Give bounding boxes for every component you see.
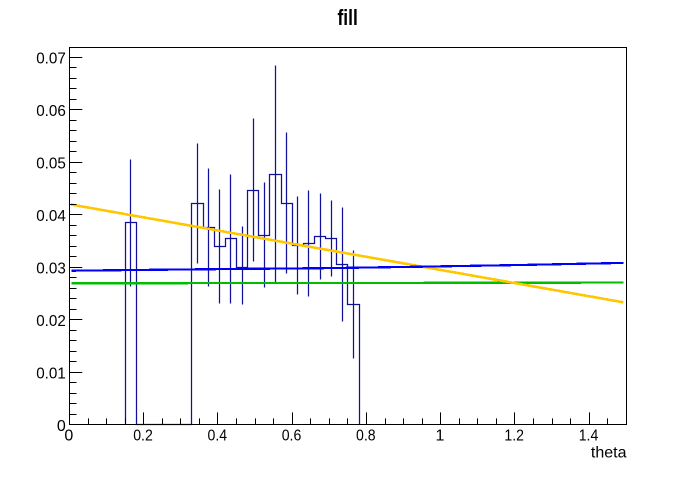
svg-text:0.02: 0.02 <box>36 313 66 330</box>
svg-text:0: 0 <box>57 418 66 435</box>
svg-text:0.4: 0.4 <box>208 428 228 445</box>
svg-text:0: 0 <box>64 428 73 445</box>
svg-text:1: 1 <box>436 428 445 445</box>
svg-text:1.4: 1.4 <box>579 428 599 445</box>
svg-text:0.04: 0.04 <box>36 208 66 225</box>
svg-text:1.2: 1.2 <box>504 428 524 445</box>
svg-text:theta: theta <box>591 445 627 462</box>
svg-text:0.06: 0.06 <box>36 103 66 120</box>
svg-text:0.6: 0.6 <box>282 428 302 445</box>
svg-text:0.2: 0.2 <box>133 428 153 445</box>
svg-text:0.05: 0.05 <box>36 155 66 172</box>
svg-text:0.01: 0.01 <box>36 365 66 382</box>
svg-text:0.07: 0.07 <box>36 50 66 67</box>
svg-text:fill: fill <box>338 5 358 30</box>
svg-text:0.03: 0.03 <box>36 260 66 277</box>
svg-text:0.8: 0.8 <box>356 428 376 445</box>
